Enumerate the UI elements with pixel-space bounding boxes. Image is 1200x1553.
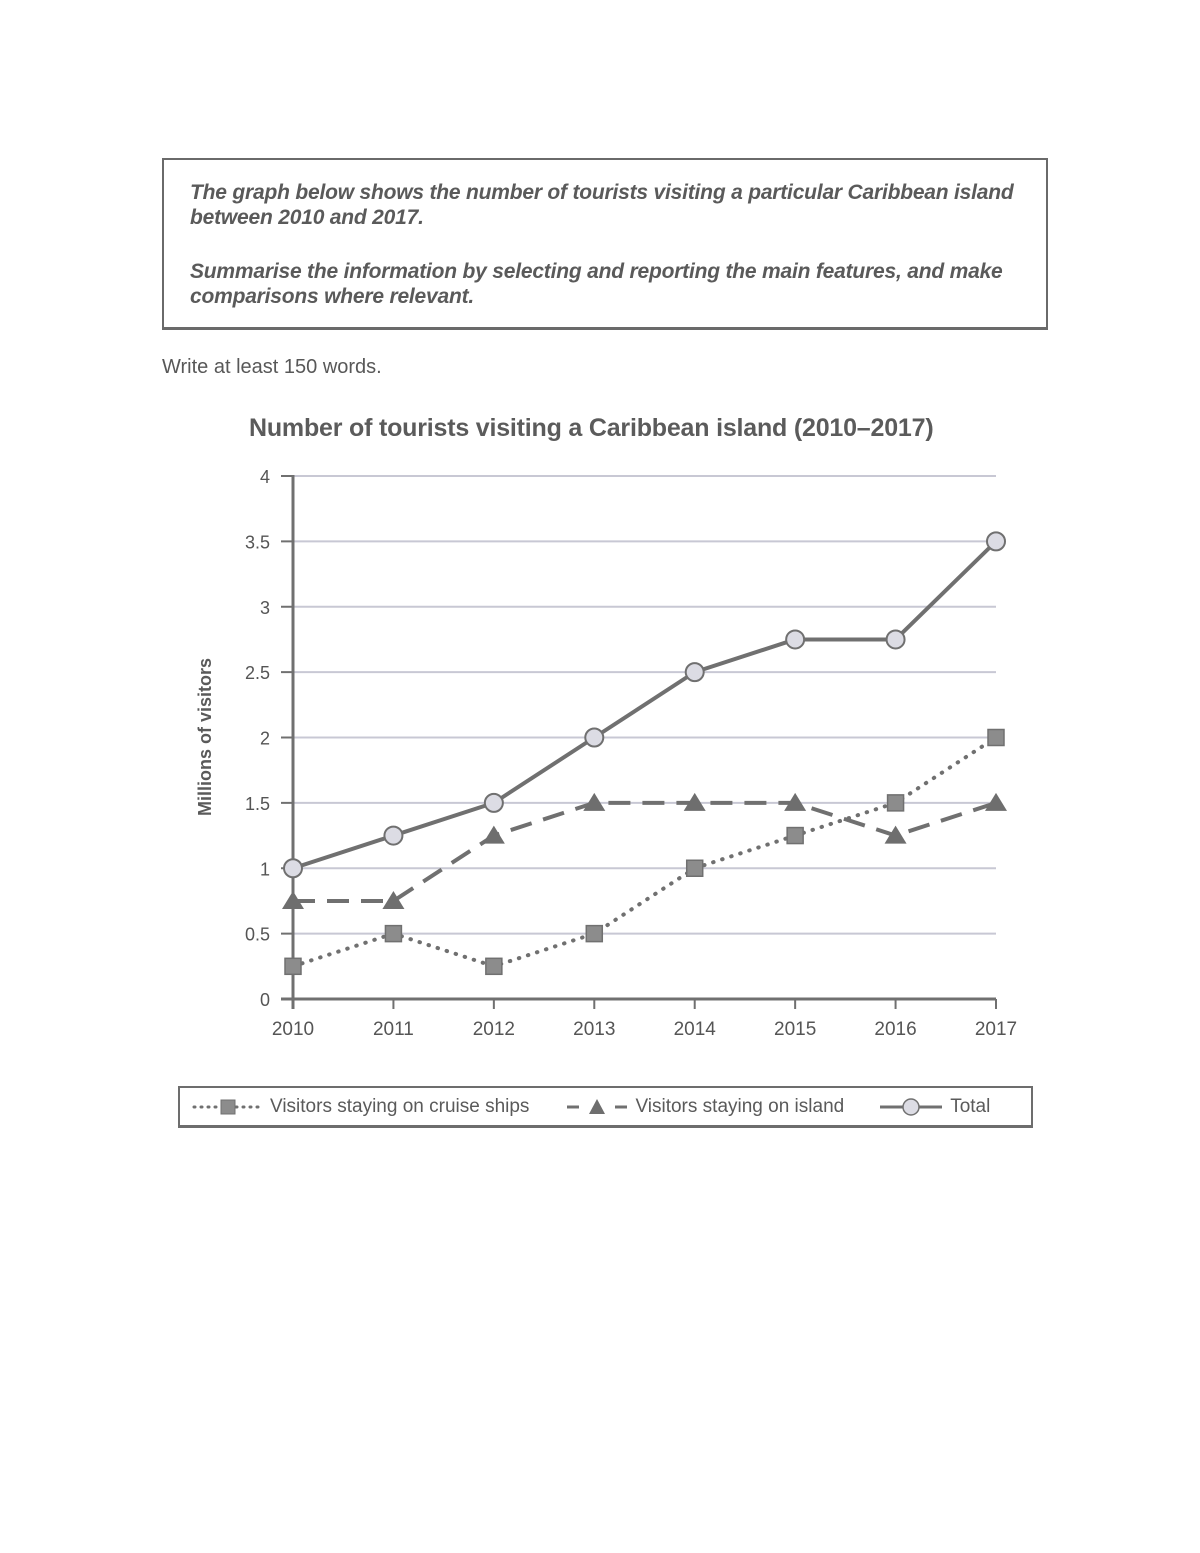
- x-tick-label: 2015: [774, 1019, 816, 1040]
- circle-marker: [283, 858, 303, 879]
- series-line-square: [291, 735, 998, 969]
- square-marker: [886, 794, 905, 812]
- triangle-marker: [985, 792, 1007, 811]
- task-instructions-box: The graph below shows the number of tour…: [162, 158, 1048, 330]
- triangle-marker: [382, 890, 405, 909]
- task-paragraph-instruction: Summarise the information by selecting a…: [190, 260, 1003, 308]
- circle-marker: [584, 727, 605, 748]
- y-tick-label: 4: [260, 467, 270, 487]
- circle-marker: [986, 531, 1006, 552]
- chart-legend: Visitors staying on cruise ships Visitor…: [178, 1086, 1033, 1128]
- dashed-triangle-marker-icon: [567, 1098, 628, 1114]
- triangle-marker: [282, 890, 304, 909]
- x-tick-label: 2016: [874, 1019, 916, 1040]
- square-marker: [585, 924, 604, 943]
- y-tick-label: 2.5: [245, 663, 270, 683]
- x-tick-label: 2014: [674, 1019, 717, 1040]
- square-marker: [384, 924, 403, 943]
- x-tick-label: 2013: [573, 1019, 615, 1040]
- square-marker: [786, 826, 804, 845]
- circle-marker: [885, 629, 906, 650]
- x-tick-label: 2012: [473, 1019, 515, 1040]
- series-line-circle: [292, 539, 998, 871]
- triangle-marker: [583, 792, 606, 811]
- y-tick-label: 1: [260, 859, 270, 879]
- square-marker: [685, 859, 704, 877]
- legend-item-island: Visitors staying on island: [565, 1096, 844, 1118]
- x-tick-label: 2011: [373, 1019, 414, 1040]
- circle-marker: [383, 825, 404, 846]
- circle-marker: [785, 629, 806, 650]
- square-marker: [987, 728, 1005, 747]
- legend-label-total: Total: [950, 1095, 991, 1117]
- triangle-marker: [884, 825, 907, 844]
- y-axis-label: Millions of visitors: [195, 658, 215, 816]
- chart-title: Number of tourists visiting a Caribbean …: [249, 414, 934, 442]
- circle-marker: [483, 792, 504, 813]
- legend-item-cruise: Visitors staying on cruise ships: [192, 1096, 529, 1118]
- square-marker: [284, 957, 302, 976]
- triangle-marker: [784, 792, 807, 811]
- legend-label-cruise: Visitors staying on cruise ships: [270, 1095, 530, 1117]
- solid-circle-marker-icon: [880, 1097, 943, 1116]
- dotted-square-marker-icon: [192, 1099, 264, 1114]
- y-tick-label: 3.5: [245, 532, 270, 552]
- y-tick-label: 2: [260, 729, 270, 749]
- square-marker: [485, 957, 503, 976]
- word-count-note: Write at least 150 words.: [162, 356, 382, 378]
- y-tick-label: 0.5: [245, 925, 270, 945]
- triangle-marker: [683, 792, 706, 811]
- legend-item-total: Total: [878, 1096, 990, 1118]
- circle-marker: [684, 662, 705, 683]
- legend-label-island: Visitors staying on island: [635, 1095, 845, 1117]
- x-tick-label: 2017: [975, 1019, 1017, 1040]
- task-paragraph-description: The graph below shows the number of tour…: [190, 181, 1014, 229]
- y-tick-label: 1.5: [245, 794, 270, 814]
- series-line-triangle: [293, 800, 997, 903]
- y-tick-label: 3: [260, 598, 270, 618]
- triangle-marker: [482, 825, 505, 844]
- x-tick-label: 2010: [272, 1019, 314, 1040]
- y-tick-label: 0: [260, 990, 270, 1010]
- line-chart: 0 0.5 1 1.5 2 2.5 3 3.5 4 2010 2011 2012 2013 2014 201…: [195, 467, 1017, 1040]
